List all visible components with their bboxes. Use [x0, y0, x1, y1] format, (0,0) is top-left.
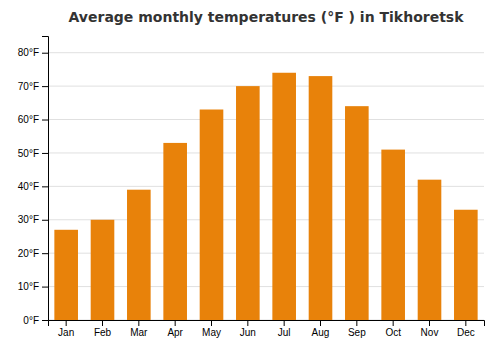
- x-tick-label: Jan: [58, 327, 74, 338]
- x-tick-label: May: [202, 327, 221, 338]
- title: Average monthly temperatures (°F ) in Ti…: [69, 9, 465, 25]
- y-axis: 0°F 10°F 20°F 30°F 40°F 50°F 60°F 70°F 80°F: [18, 37, 49, 326]
- y-tick-label: 60°F: [18, 114, 39, 125]
- x-tick-label: Sep: [348, 327, 366, 338]
- y-tick-mark: [42, 320, 48, 321]
- x-tick-mark: [284, 320, 285, 326]
- bar: [127, 190, 151, 320]
- bar: [345, 106, 369, 320]
- bar: [309, 76, 333, 320]
- x-tick-label: Jul: [278, 327, 291, 338]
- y-tick: 60°F: [18, 114, 48, 125]
- x-tick: Sep: [348, 320, 366, 338]
- bar: [454, 210, 478, 320]
- y-tick: 10°F: [18, 281, 48, 292]
- y-tick-mark: [42, 186, 48, 187]
- x-axis: Jan Feb Mar Apr May Jun Jul Aug Sep Oct Nov Dec: [49, 320, 485, 338]
- x-tick-mark: [356, 320, 357, 326]
- x-tick: Apr: [167, 320, 183, 338]
- x-tick: Oct: [385, 320, 401, 338]
- y-tick-mark: [42, 86, 48, 87]
- y-tick: 40°F: [18, 181, 48, 192]
- bars: [54, 73, 477, 320]
- x-tick-label: Feb: [94, 327, 112, 338]
- chart: 0°F 10°F 20°F 30°F 40°F 50°F 60°F 70°F 80°F Jan Fe…: [0, 0, 500, 350]
- x-tick-mark: [320, 320, 321, 326]
- grid: [48, 53, 484, 320]
- x-tick: Nov: [421, 320, 439, 338]
- y-tick-label: 50°F: [18, 148, 39, 159]
- y-tick-label: 10°F: [18, 281, 39, 292]
- y-tick-mark: [42, 120, 48, 121]
- bar: [200, 110, 224, 320]
- x-tick-label: Dec: [457, 327, 475, 338]
- x-tick-label: Mar: [130, 327, 148, 338]
- x-tick-mark: [393, 320, 394, 326]
- y-tick: 70°F: [18, 81, 48, 92]
- bar: [381, 150, 405, 320]
- x-tick: May: [202, 320, 221, 338]
- x-tick: Mar: [130, 320, 148, 338]
- bar: [91, 220, 115, 320]
- bar: [54, 230, 78, 320]
- y-tick-label: 80°F: [18, 47, 39, 58]
- y-tick: 80°F: [18, 47, 48, 58]
- y-axis-line: [42, 37, 49, 321]
- bar: [163, 143, 187, 320]
- x-tick-label: Oct: [385, 327, 401, 338]
- grid-line: [48, 152, 484, 153]
- x-tick-mark: [465, 320, 466, 326]
- y-tick-mark: [42, 53, 48, 54]
- y-tick-mark: [42, 287, 48, 288]
- plot: 0°F 10°F 20°F 30°F 40°F 50°F 60°F 70°F 80°F Jan Fe…: [18, 37, 485, 339]
- grid-line: [48, 86, 484, 87]
- x-tick-mark: [66, 320, 67, 326]
- x-tick-mark: [175, 320, 176, 326]
- x-axis-line: [49, 321, 485, 327]
- y-tick-label: 0°F: [23, 315, 39, 326]
- y-tick-mark: [42, 220, 48, 221]
- x-tick-mark: [102, 320, 103, 326]
- x-tick-mark: [247, 320, 248, 326]
- y-tick-mark: [42, 153, 48, 154]
- x-tick-label: Nov: [421, 327, 439, 338]
- x-tick-mark: [138, 320, 139, 326]
- x-tick: Feb: [94, 320, 112, 338]
- grid-line: [48, 119, 484, 120]
- y-tick-mark: [42, 253, 48, 254]
- bar: [236, 86, 260, 320]
- y-tick-label: 30°F: [18, 214, 39, 225]
- y-tick-label: 70°F: [18, 81, 39, 92]
- y-tick: 30°F: [18, 214, 48, 225]
- x-tick: Jul: [278, 320, 291, 338]
- x-tick: Dec: [457, 320, 475, 338]
- x-tick-mark: [211, 320, 212, 326]
- x-tick-label: Jun: [240, 327, 256, 338]
- x-tick-label: Aug: [312, 327, 330, 338]
- x-tick-mark: [429, 320, 430, 326]
- x-tick: Jun: [240, 320, 256, 338]
- bar: [418, 180, 442, 320]
- grid-line: [48, 52, 484, 53]
- x-tick: Jan: [58, 320, 74, 338]
- bar: [272, 73, 296, 320]
- y-tick-label: 40°F: [18, 181, 39, 192]
- x-tick: Aug: [312, 320, 330, 338]
- y-tick: 0°F: [23, 315, 48, 326]
- y-tick: 20°F: [18, 248, 48, 259]
- x-tick-label: Apr: [167, 327, 183, 338]
- y-tick: 50°F: [18, 148, 48, 159]
- y-tick-label: 20°F: [18, 248, 39, 259]
